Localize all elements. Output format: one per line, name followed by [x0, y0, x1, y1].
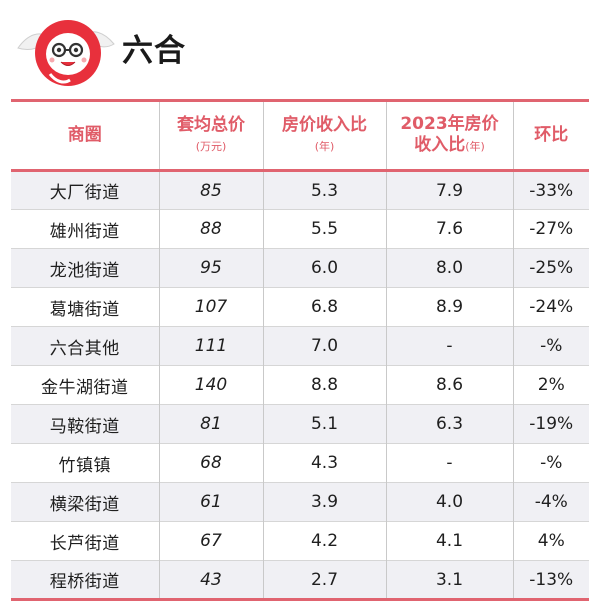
table-row: 长芦街道 67 4.2 4.1 4% — [11, 521, 589, 561]
cell-ratio: 2.7 — [262, 560, 386, 601]
table-row: 大厂街道 85 5.3 7.9 -33% — [11, 170, 589, 210]
cell-change: -24% — [512, 287, 589, 327]
cell-area: 六合其他 — [11, 326, 159, 366]
cell-area: 雄州街道 — [11, 209, 159, 249]
cell-change: 2% — [512, 365, 589, 405]
cell-change: 4% — [512, 521, 589, 561]
cell-area: 金牛湖街道 — [11, 365, 159, 405]
mascot-logo-icon — [14, 8, 118, 90]
cell-avg-price: 68 — [158, 443, 263, 483]
cell-change: -27% — [512, 209, 589, 249]
cell-change: -4% — [512, 482, 589, 522]
table-row: 横梁街道 61 3.9 4.0 -4% — [11, 482, 589, 522]
column-header-unit: (年) — [465, 140, 485, 153]
cell-area: 大厂街道 — [11, 170, 159, 210]
cell-area: 程桥街道 — [11, 560, 159, 601]
column-header-label: 环比 — [534, 125, 569, 145]
cell-ratio: 5.1 — [262, 404, 386, 444]
cell-ratio-2023: 4.1 — [385, 521, 513, 561]
cell-ratio: 4.2 — [262, 521, 386, 561]
cell-change: -25% — [512, 248, 589, 288]
cell-ratio-2023: 8.6 — [385, 365, 513, 405]
cell-ratio: 5.5 — [262, 209, 386, 249]
column-header-change: 环比 — [512, 99, 589, 172]
cell-ratio: 5.3 — [262, 170, 386, 210]
column-header-ratio: 房价收入比 (年) — [262, 99, 386, 172]
cell-ratio: 6.8 — [262, 287, 386, 327]
cell-change: -19% — [512, 404, 589, 444]
cell-ratio-2023: 4.0 — [385, 482, 513, 522]
cell-avg-price: 111 — [158, 326, 263, 366]
cell-ratio: 6.0 — [262, 248, 386, 288]
table-row: 程桥街道 43 2.7 3.1 -13% — [11, 560, 589, 601]
cell-avg-price: 61 — [158, 482, 263, 522]
column-header-area: 商圈 — [11, 99, 159, 172]
cell-ratio: 4.3 — [262, 443, 386, 483]
cell-change: -13% — [512, 560, 589, 601]
column-header-label: 收入比 — [414, 135, 466, 155]
price-income-table: 商圈 套均总价 (万元) 房价收入比 (年) 2023年房价 收入比(年) 环比 — [11, 99, 589, 602]
column-header-unit: (万元) — [195, 139, 227, 153]
cell-area: 竹镇镇 — [11, 443, 159, 483]
cell-avg-price: 43 — [158, 560, 263, 601]
table-row: 竹镇镇 68 4.3- -% — [11, 443, 589, 483]
column-header-unit: (年) — [314, 139, 335, 153]
cell-avg-price: 88 — [158, 209, 263, 249]
cell-ratio-2023: - — [385, 443, 513, 483]
cell-ratio: 7.0 — [262, 326, 386, 366]
column-header-label: 2023年房价 — [400, 114, 499, 134]
cell-avg-price: 95 — [158, 248, 263, 288]
column-header-label: 房价收入比 — [282, 114, 367, 135]
table-row: 金牛湖街道 140 8.8 8.6 2% — [11, 365, 589, 405]
cell-area: 长芦街道 — [11, 521, 159, 561]
cell-avg-price: 85 — [158, 170, 263, 210]
cell-avg-price: 81 — [158, 404, 263, 444]
cell-ratio-2023: 7.9 — [385, 170, 513, 210]
cell-area: 横梁街道 — [11, 482, 159, 522]
column-header-avg-price: 套均总价 (万元) — [158, 99, 263, 172]
cell-area: 葛塘街道 — [11, 287, 159, 327]
cell-ratio-2023: 7.6 — [385, 209, 513, 249]
cell-change: -33% — [512, 170, 589, 210]
table-row: 葛塘街道 107 6.8 8.9 -24% — [11, 287, 589, 327]
page-title: 六合 — [122, 33, 186, 69]
cell-ratio: 8.8 — [262, 365, 386, 405]
cell-change: -% — [512, 326, 589, 366]
page-header: 六合 — [0, 0, 600, 90]
table-row: 马鞍街道 81 5.1 6.3 -19% — [11, 404, 589, 444]
cell-ratio-2023: 8.0 — [385, 248, 513, 288]
cell-ratio-2023: - — [385, 326, 513, 366]
table-header-row: 商圈 套均总价 (万元) 房价收入比 (年) 2023年房价 收入比(年) 环比 — [11, 99, 589, 172]
cell-ratio-2023: 6.3 — [385, 404, 513, 444]
cell-ratio-2023: 3.1 — [385, 560, 513, 601]
column-header-label: 套均总价 — [177, 114, 245, 135]
cell-avg-price: 67 — [158, 521, 263, 561]
cell-change: -% — [512, 443, 589, 483]
column-header-label: 商圈 — [67, 125, 102, 145]
table-row: 龙池街道 95 6.0 8.0 -25% — [11, 248, 589, 288]
cell-ratio: 3.9 — [262, 482, 386, 522]
cell-ratio-2023: 8.9 — [385, 287, 513, 327]
cell-avg-price: 107 — [158, 287, 263, 327]
cell-avg-price: 140 — [158, 365, 263, 405]
cell-area: 龙池街道 — [11, 248, 159, 288]
column-header-ratio-2023: 2023年房价 收入比(年) — [385, 99, 513, 172]
table-row: 六合其他 111 7.0- -% — [11, 326, 589, 366]
table-row: 雄州街道 88 5.5 7.6 -27% — [11, 209, 589, 249]
cell-area: 马鞍街道 — [11, 404, 159, 444]
